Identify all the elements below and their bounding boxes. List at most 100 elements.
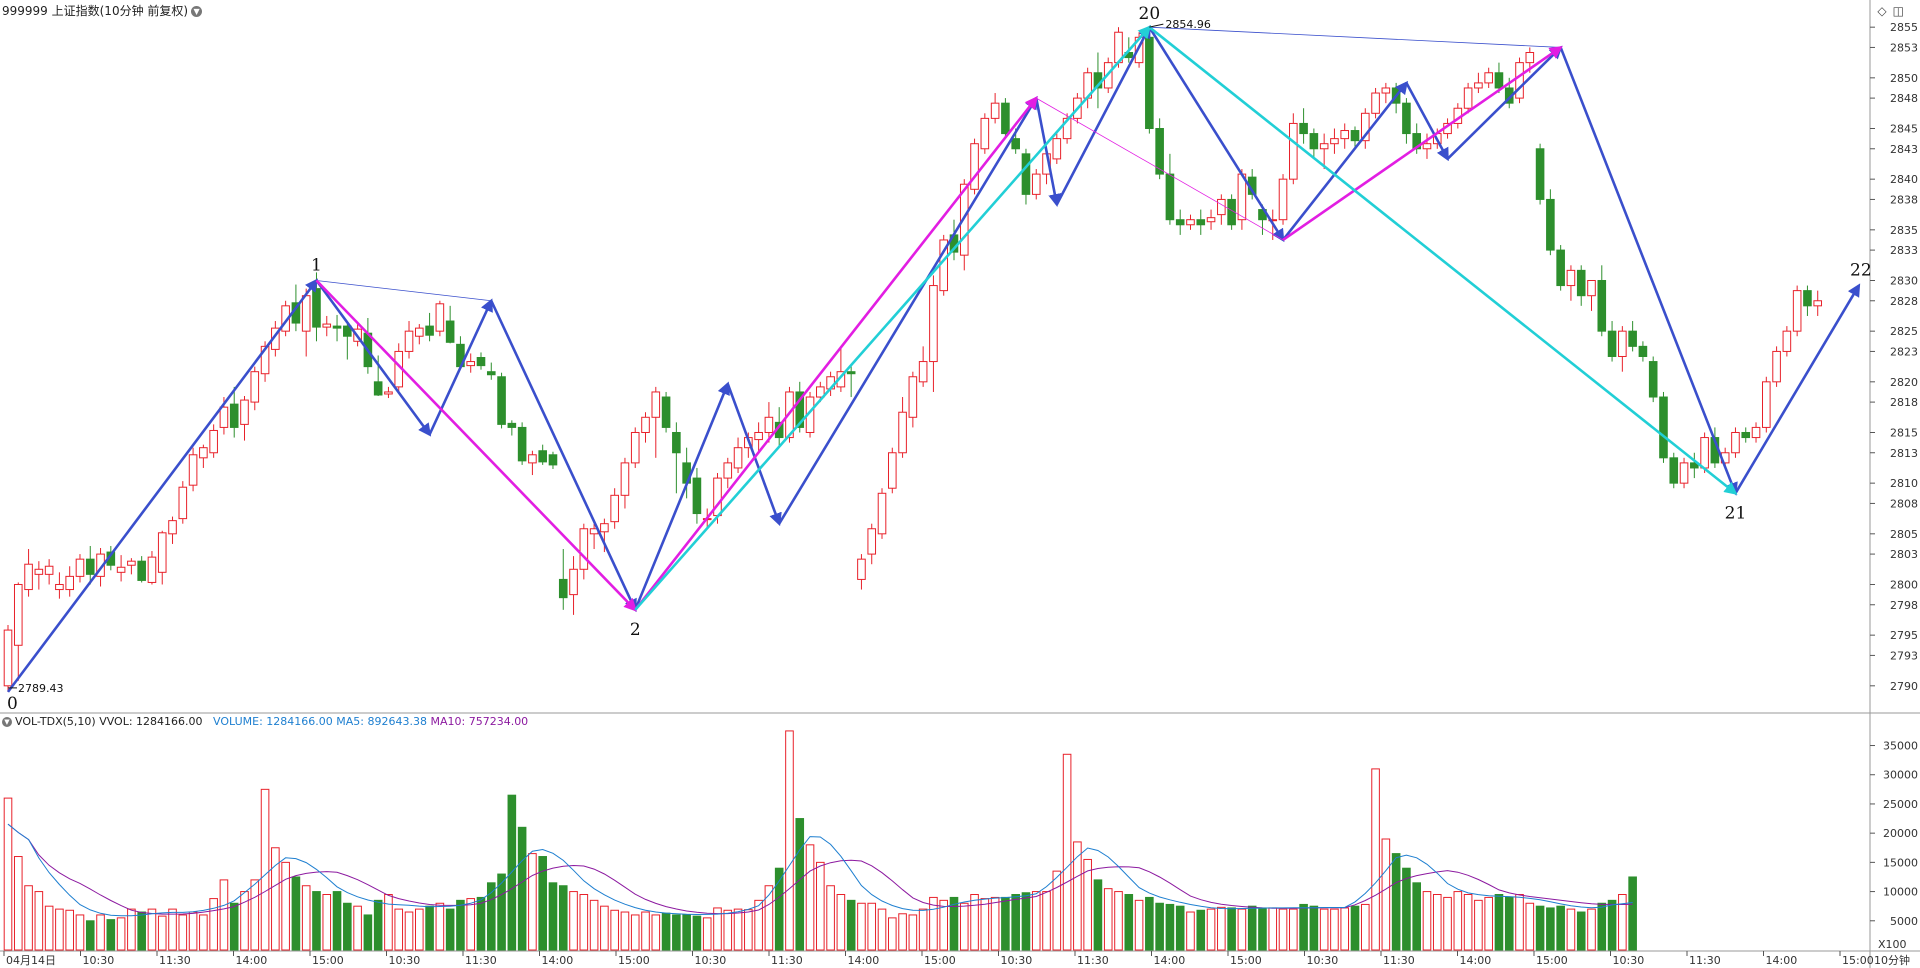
volume-bar [281,861,290,951]
candle-body [579,528,589,570]
candle-body [846,371,856,375]
time-label: 15:00 [1230,954,1262,967]
volume-bar [918,908,928,951]
candle-body [1772,350,1781,383]
volume-bar [805,844,815,951]
time-label: 11:30 [159,954,191,967]
candle-body [517,426,527,462]
volume-bar [1330,908,1339,951]
candle-body [990,102,1000,119]
candle-body [322,323,332,328]
volume-bar [1453,891,1463,951]
candle-body [1792,290,1802,332]
candle-body [219,406,229,428]
volume-tick-label: 35000 [1883,740,1918,753]
volume-bar [1618,894,1627,951]
candle-body [620,462,630,496]
high-price-label: 2854.96 [1165,18,1211,31]
volume-bar [435,902,445,951]
vol-indicator-name: VOL-TDX(5,10) [15,715,96,728]
candle-body [486,371,496,376]
candle-body [816,386,825,398]
time-label: 14:00 [848,954,880,967]
candle-body [1217,198,1226,216]
volume-bar [970,894,979,951]
volume-bar [260,788,270,951]
chevron-down-icon[interactable]: ▼ [2,717,12,727]
candle-body [610,494,619,523]
wave-label: 21 [1725,503,1747,523]
candle-body [1360,112,1370,142]
volume-bar [846,899,856,951]
candle-body [1381,87,1391,94]
volume-bar [785,730,794,951]
wave-line-thin [1149,26,1561,48]
volume-bar [1412,882,1422,951]
candle-body [497,376,506,425]
volume-bar [178,914,188,951]
volume-bar [1299,903,1308,951]
candle-body [75,558,85,577]
volume-bar [1391,853,1401,951]
price-tick-label: 2795 [1890,629,1918,642]
period-label: 10分钟 [1874,953,1910,967]
candle-body [466,361,476,367]
time-label: 04月14日 [6,954,56,967]
volume-bar [1258,907,1267,951]
price-tick-label: 2830 [1890,274,1918,287]
candle-body [795,391,805,428]
price-tick-label: 2820 [1890,376,1918,389]
candle-body [1463,87,1473,109]
volume-bar [610,909,619,951]
volume-bar [702,917,712,951]
volume-bar [486,882,496,951]
candle-body [970,143,979,190]
panel-icon[interactable]: ◫ [1892,4,1904,18]
volume-bar [44,905,54,951]
candle-body [929,285,938,363]
time-label: 11:30 [771,954,803,967]
time-label: 14:00 [1766,954,1798,967]
volume-bar [1350,905,1360,951]
candle-body [1751,426,1761,439]
chevron-down-icon[interactable]: ▼ [191,6,203,17]
candle-body [898,411,907,454]
candle-body [1206,217,1216,223]
volume-bar [497,873,506,951]
volume-bar [127,908,136,951]
candle-body [1319,143,1329,150]
volume-bar [1083,858,1092,951]
candle-body [548,454,558,466]
volume-bar [1381,838,1391,951]
candle-body [116,566,126,573]
wave-label: 2 [630,620,641,640]
candle-body [13,583,23,646]
wave-label: 1 [311,255,322,275]
volume-bar [1340,907,1350,951]
candle-body [55,583,64,591]
candle-body [1155,128,1164,175]
volume-bar [1402,867,1411,951]
candle-body [1278,178,1288,221]
candle-body [1515,62,1524,99]
price-tick-label: 2838 [1890,193,1918,206]
candle-body [1628,330,1637,347]
volume-bar [713,907,722,951]
volume-bar [1021,892,1031,951]
diamond-icon[interactable]: ◇ [1877,4,1887,18]
candle-body [1031,173,1041,195]
candle-body [188,454,198,486]
candle-body [528,454,537,464]
price-tick-label: 2833 [1890,244,1918,257]
volume-bar [353,905,362,951]
volume-bar [168,908,177,951]
volume-bar [1196,909,1206,951]
volume-bar [1145,896,1154,951]
price-tick-label: 2835 [1890,224,1918,237]
volume-bar [600,905,609,951]
wave-label: 20 [1139,4,1161,24]
candle-body [168,520,177,535]
candle-body [1402,102,1411,135]
volume-bar [332,891,342,951]
candle-body [1659,396,1668,459]
